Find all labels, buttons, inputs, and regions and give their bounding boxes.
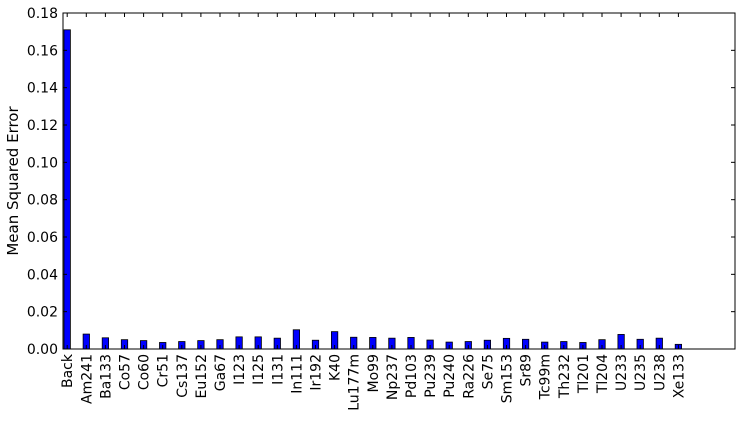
y-tick-label: 0.14 xyxy=(27,81,58,97)
y-axis-label: Mean Squared Error xyxy=(4,106,22,256)
x-tick-label: Cr51 xyxy=(156,354,172,387)
x-tick-label: Cs137 xyxy=(175,354,191,398)
x-axis: Back Am241 Ba133 Co57 Co60 Cr51 Cs137 Eu152 Ga67… xyxy=(60,13,687,411)
x-tick-label: Sr89 xyxy=(519,354,535,386)
y-tick-label: 0.00 xyxy=(27,342,58,358)
x-tick-label: Mo99 xyxy=(366,354,382,392)
x-tick-label: U233 xyxy=(614,354,630,391)
x-tick-label: I125 xyxy=(251,354,267,385)
y-tick-label: 0.18 xyxy=(27,6,58,22)
x-tick-label: Ga67 xyxy=(213,354,229,391)
x-tick-label: Pu240 xyxy=(442,354,458,398)
x-tick-label: Pd103 xyxy=(404,354,420,398)
x-tick-label: Ir192 xyxy=(309,354,325,391)
x-tick-label: Co57 xyxy=(118,354,134,390)
x-tick-label: U235 xyxy=(633,354,649,391)
y-tick-label: 0.02 xyxy=(27,305,58,321)
x-tick-label: Tl201 xyxy=(576,354,592,394)
x-tick-label: Am241 xyxy=(79,354,95,404)
y-axis: 0.00 0.02 0.04 0.06 0.08 0.10 0.12 0.14 0.16 0.18 xyxy=(27,6,735,358)
x-tick-label: U238 xyxy=(652,354,668,391)
y-tick-label: 0.16 xyxy=(27,43,58,59)
plot-frame xyxy=(62,12,736,350)
x-tick-label: I123 xyxy=(232,354,248,385)
x-tick-label: Sm153 xyxy=(500,354,516,403)
x-tick-label: Ba133 xyxy=(98,354,114,399)
x-tick-label: Xe133 xyxy=(671,354,687,398)
x-tick-label: Np237 xyxy=(385,354,401,400)
bar-back xyxy=(63,29,71,350)
bars-group xyxy=(63,29,683,350)
x-tick-label: Eu152 xyxy=(194,354,210,398)
x-tick-label: Pu239 xyxy=(423,354,439,398)
x-tick-label: Tl204 xyxy=(595,354,611,394)
y-tick-label: 0.12 xyxy=(27,118,58,134)
x-tick-label: K40 xyxy=(328,354,344,381)
y-tick-label: 0.04 xyxy=(27,267,58,283)
x-tick-label: Co60 xyxy=(137,354,153,390)
y-tick-label: 0.10 xyxy=(27,155,58,171)
x-tick-label: Th232 xyxy=(557,354,573,399)
x-tick-label: Back xyxy=(60,353,76,388)
y-tick-label: 0.08 xyxy=(27,193,58,209)
y-tick-label: 0.06 xyxy=(27,230,58,246)
x-tick-label: In111 xyxy=(289,354,305,394)
x-tick-label: Se75 xyxy=(480,354,496,389)
x-tick-label: I131 xyxy=(270,354,286,385)
x-tick-label: Tc99m xyxy=(538,354,554,400)
x-tick-label: Lu177m xyxy=(347,354,363,411)
x-tick-label: Ra226 xyxy=(461,354,477,399)
